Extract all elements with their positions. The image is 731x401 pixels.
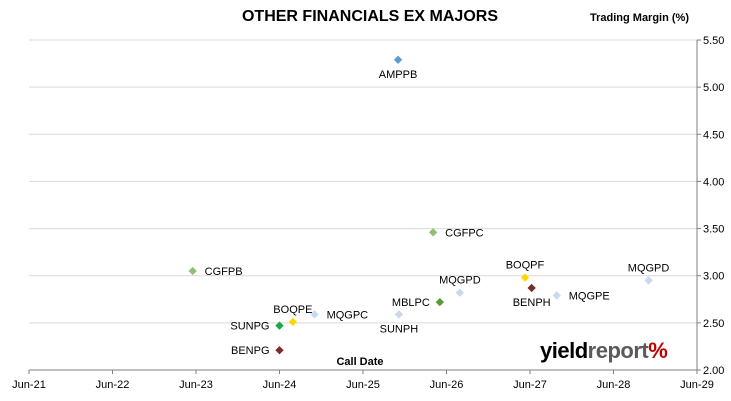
x-tick-label: Jun-24 <box>263 379 297 391</box>
y-tick-label: 2.50 <box>703 318 724 330</box>
y-tick-label: 3.00 <box>703 271 724 283</box>
axes <box>28 39 701 374</box>
x-tick-label: Jun-25 <box>346 379 380 391</box>
chart-title: OTHER FINANCIALS EX MAJORS <box>241 8 498 25</box>
x-tick-label: Jun-23 <box>179 379 213 391</box>
data-label-mqgpd: MQGPD <box>439 275 481 287</box>
data-point-cgfpb <box>188 266 197 276</box>
data-point-mqgpd <box>455 288 465 297</box>
yieldreport-logo: yieldreport% <box>540 338 668 364</box>
y-axis-title: Trading Margin (%) <box>590 12 689 24</box>
logo-text-report: report <box>587 338 649 363</box>
y-tick-labels: 2.00 2.50 3.00 3.50 4.00 4.50 5.00 5.50 <box>703 35 724 377</box>
x-tick-label: Jun-21 <box>12 379 46 391</box>
x-tick-label: Jun-28 <box>597 379 631 391</box>
x-tick-labels: Jun-21 Jun-22 Jun-23 Jun-24 Jun-25 Jun-26 Jun-… <box>12 379 714 391</box>
data-label-boqpf: BOQPF <box>506 260 545 272</box>
x-tick-label: Jun-29 <box>680 379 714 391</box>
data-point-boqpf <box>520 273 530 282</box>
data-point-mqgpe <box>552 291 561 300</box>
data-point-mblpc <box>435 297 444 307</box>
data-label-mblpc: MBLPC <box>392 297 430 309</box>
x-tick-label: Jun-27 <box>513 379 547 391</box>
data-label-benpg: BENPG <box>231 345 270 357</box>
y-tick-label: 4.00 <box>703 176 724 188</box>
logo-percent-icon: % <box>648 338 668 363</box>
data-label-cgfpb: CGFPB <box>205 266 243 278</box>
y-tick-label: 2.00 <box>703 365 724 377</box>
data-label-cgfpc: CGFPC <box>445 227 484 239</box>
data-labels: AMPPB CGFPC CGFPB BOQPF BENPH MQGPD MQGPD MQGPE… <box>205 69 670 357</box>
data-label-mqgpc: MQGPC <box>327 309 369 321</box>
data-label-benph: BENPH <box>513 297 551 309</box>
data-point-mqgpc <box>310 310 319 319</box>
data-label-sunpg: SUNPG <box>230 321 269 333</box>
x-tick-label: Jun-26 <box>430 379 464 391</box>
data-label-amppb: AMPPB <box>379 69 418 81</box>
data-point-benph <box>527 283 536 293</box>
logo-text-yield: yield <box>540 338 588 363</box>
data-label-boqpe: BOQPE <box>273 304 312 316</box>
data-point-sunph <box>394 310 404 319</box>
y-tick-label: 5.50 <box>703 35 724 47</box>
y-tick-label: 5.00 <box>703 82 724 94</box>
data-point-benpg <box>275 346 284 355</box>
data-points <box>188 55 653 355</box>
data-point-amppb <box>393 55 403 64</box>
data-label-sunph: SUNPH <box>380 323 419 335</box>
data-point-cgfpc <box>428 228 438 237</box>
data-point-boqpe <box>288 317 298 327</box>
y-tick-label: 3.50 <box>703 224 724 236</box>
data-point-sunpg <box>275 321 284 330</box>
data-label-mqgpe: MQGPE <box>569 291 610 303</box>
data-point-mqgpd <box>644 276 653 285</box>
y-tick-label: 4.50 <box>703 129 724 141</box>
x-tick-label: Jun-22 <box>96 379 130 391</box>
x-axis-title: Call Date <box>336 356 384 368</box>
data-label-mqgpd: MQGPD <box>628 262 670 274</box>
